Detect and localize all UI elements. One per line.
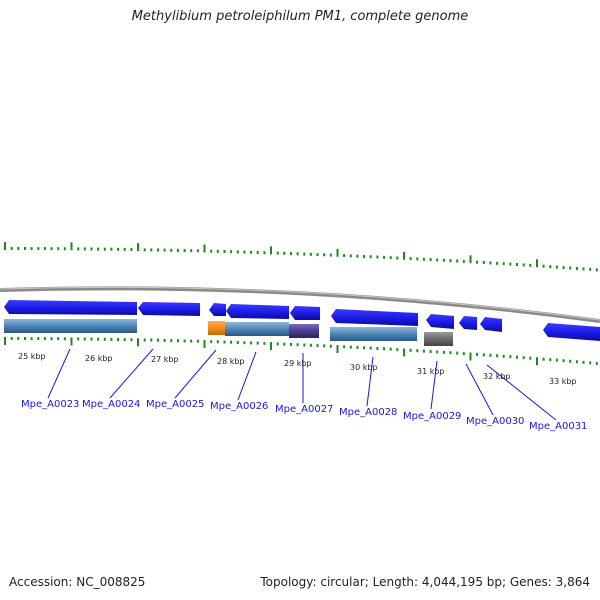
- locus-link-mpe-a0025[interactable]: Mpe_A0025: [146, 399, 204, 410]
- leader-line: [430, 360, 438, 410]
- kbp-label: 33 kbp: [549, 377, 577, 386]
- locus-link-mpe-a0027[interactable]: Mpe_A0027: [275, 404, 333, 415]
- kbp-label: 30 kbp: [350, 363, 378, 372]
- locus-link-mpe-a0023[interactable]: Mpe_A0023: [21, 399, 79, 410]
- leader-line: [486, 364, 557, 421]
- gene-arrow-mpe-a0023[interactable]: [4, 300, 137, 315]
- leader-line: [237, 351, 257, 401]
- leader-line: [465, 363, 494, 416]
- gene-arrows: [4, 300, 600, 341]
- kbp-label: 29 kbp: [284, 359, 312, 368]
- gene-arrow-mpe-a0031[interactable]: [480, 317, 502, 332]
- leader-line: [366, 356, 374, 407]
- kbp-label: 27 kbp: [151, 355, 179, 364]
- leader-line: [174, 349, 217, 399]
- upper-scale-ticks: [4, 242, 598, 272]
- chromosome-backbone: [0, 286, 600, 323]
- lower-scale-ticks: [4, 337, 598, 366]
- genome-title: Methylibium petroleiphilum PM1, complete…: [131, 9, 469, 24]
- domain-bar-mpe-a0023[interactable]: [4, 319, 137, 333]
- accession-label: Accession: NC_008825: [9, 575, 146, 589]
- chromosome-backbone-highlight: [0, 286, 600, 321]
- kbp-label: 31 kbp: [417, 367, 445, 376]
- domain-bar-mpe-a0028[interactable]: [330, 327, 417, 341]
- gene-arrow-mpe-a0026[interactable]: [226, 304, 289, 319]
- leader-line: [47, 348, 71, 399]
- locus-labels: Mpe_A0023 Mpe_A0024 Mpe_A0025 Mpe_A0026 …: [21, 399, 587, 432]
- locus-leader-lines: [47, 348, 557, 421]
- domain-bar-mpe-a0026[interactable]: [225, 322, 289, 336]
- leader-line: [109, 348, 154, 399]
- kbp-scale-labels: 25 kbp 26 kbp 27 kbp 28 kbp 29 kbp 30 kb…: [18, 352, 577, 386]
- locus-link-mpe-a0024[interactable]: Mpe_A0024: [82, 399, 140, 410]
- locus-link-mpe-a0030[interactable]: Mpe_A0030: [466, 416, 524, 427]
- gene-arrow-offscreen[interactable]: [543, 323, 600, 341]
- gene-arrow-mpe-a0030[interactable]: [459, 316, 477, 330]
- domain-bar-mpe-a0026-orange[interactable]: [208, 321, 225, 335]
- domain-bar-mpe-a0027[interactable]: [289, 324, 319, 338]
- gene-arrow-mpe-a0029[interactable]: [426, 314, 454, 329]
- kbp-label: 26 kbp: [85, 354, 113, 363]
- genome-summary-label: Topology: circular; Length: 4,044,195 bp…: [260, 575, 590, 589]
- gene-arrow-mpe-a0027[interactable]: [290, 306, 320, 320]
- locus-link-mpe-a0026[interactable]: Mpe_A0026: [210, 401, 268, 412]
- gene-arrow-mpe-a0028[interactable]: [331, 309, 418, 326]
- locus-link-mpe-a0029[interactable]: Mpe_A0029: [403, 411, 461, 422]
- gene-arrow-mpe-a0024[interactable]: [138, 302, 200, 316]
- kbp-label: 28 kbp: [217, 357, 245, 366]
- locus-link-mpe-a0031[interactable]: Mpe_A0031: [529, 421, 587, 432]
- domain-bars: [4, 319, 453, 346]
- locus-link-mpe-a0028[interactable]: Mpe_A0028: [339, 407, 397, 418]
- kbp-label: 25 kbp: [18, 352, 46, 361]
- kbp-label: 32 kbp: [483, 372, 511, 381]
- domain-bar-mpe-a0029[interactable]: [424, 332, 453, 346]
- gene-arrow-mpe-a0025[interactable]: [209, 303, 226, 316]
